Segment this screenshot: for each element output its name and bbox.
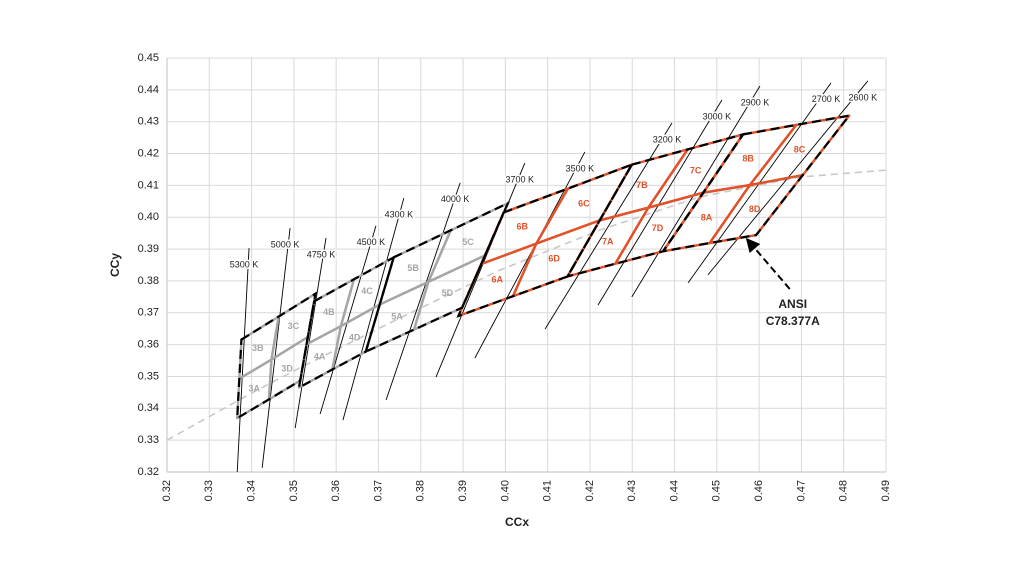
isotherm — [236, 248, 250, 473]
bin-label: 8D — [749, 204, 761, 214]
bin-label: 5C — [462, 237, 474, 247]
isotherm-label: 3200 K — [653, 134, 682, 144]
isotherm-label: 5300 K — [230, 259, 259, 269]
isotherm — [385, 182, 461, 401]
x-tick-label: 0.42 — [584, 480, 596, 501]
y-tick-label: 0.43 — [138, 116, 159, 128]
x-tick-label: 0.39 — [457, 480, 469, 501]
isotherm — [435, 162, 526, 378]
x-tick-label: 0.44 — [668, 480, 680, 501]
annotation-arrow — [745, 237, 791, 290]
y-tick-label: 0.38 — [138, 275, 159, 287]
x-tick-label: 0.49 — [880, 480, 892, 501]
bin-label: 8A — [701, 212, 713, 222]
bin-label: 4B — [323, 307, 335, 317]
planckian-locus — [166, 169, 887, 441]
y-tick-label: 0.35 — [138, 370, 159, 382]
isotherm — [474, 151, 586, 359]
isotherm — [294, 237, 327, 429]
x-tick-label: 0.43 — [626, 480, 638, 501]
y-tick-label: 0.33 — [138, 434, 159, 446]
y-tick-label: 0.45 — [138, 52, 159, 64]
y-tick-label: 0.42 — [138, 147, 159, 159]
x-tick-label: 0.47 — [795, 480, 807, 501]
bin-label: 3C — [288, 321, 300, 331]
isotherm — [631, 85, 761, 298]
y-tick-label: 0.40 — [138, 211, 159, 223]
bin-label: 4A — [314, 351, 326, 361]
bin-label: 7B — [636, 180, 648, 190]
y-tick-label: 0.36 — [138, 339, 159, 351]
x-tick-label: 0.36 — [330, 480, 342, 501]
quadrangle-boundary — [364, 200, 511, 354]
x-tick-label: 0.38 — [415, 480, 427, 501]
x-tick-label: 0.35 — [288, 480, 300, 501]
y-tick-label: 0.32 — [138, 466, 159, 478]
isotherm — [544, 122, 673, 330]
bin-label: 5D — [442, 288, 454, 298]
bin-label: 7C — [690, 165, 702, 175]
bin-label: 8C — [794, 145, 806, 155]
bin-label: 7D — [652, 223, 664, 233]
bin-label: 6D — [548, 254, 560, 264]
isotherm-label: 3000 K — [703, 111, 732, 121]
x-tick-label: 0.48 — [838, 480, 850, 501]
isotherm-label: 4500 K — [357, 237, 386, 247]
isotherm-label: 2600 K — [849, 92, 878, 102]
x-axis-title: CCx — [505, 515, 529, 529]
bin-label: 5A — [391, 311, 403, 321]
bin-label: 8B — [742, 154, 754, 164]
y-tick-label: 0.34 — [138, 402, 159, 414]
isotherm — [319, 225, 377, 415]
x-tick-label: 0.33 — [203, 480, 215, 501]
isotherm-label: 4300 K — [385, 209, 414, 219]
isotherm-label: 3700 K — [506, 174, 535, 184]
isotherm — [261, 228, 291, 468]
isotherm-label: 3500 K — [566, 163, 595, 173]
x-tick-label: 0.45 — [711, 480, 723, 501]
isotherm-label: 4000 K — [441, 194, 470, 204]
isotherm-label: 4750 K — [307, 249, 336, 259]
isotherm — [597, 99, 723, 306]
y-tick-label: 0.44 — [138, 84, 159, 96]
bin-label: 6B — [517, 222, 529, 232]
isotherm-label: 2900 K — [741, 97, 770, 107]
y-tick-label: 0.39 — [138, 243, 159, 255]
y-tick-label: 0.37 — [138, 307, 159, 319]
x-tick-label: 0.40 — [499, 480, 511, 501]
quadrangle-boundary — [456, 162, 635, 318]
y-axis-title: CCy — [108, 253, 122, 277]
bin-label: 3A — [248, 383, 260, 393]
bin-label: 5B — [407, 263, 419, 273]
x-tick-label: 0.41 — [542, 480, 554, 501]
bin-label: 7A — [602, 236, 614, 246]
bin-label: 4C — [361, 286, 373, 296]
quadrangle-boundary — [297, 255, 396, 390]
bin-label: 3B — [252, 343, 264, 353]
quadrangle-boundary — [660, 114, 852, 253]
isotherm-label: 2700 K — [812, 94, 841, 104]
bin-label: 6C — [578, 199, 590, 209]
x-tick-label: 0.32 — [161, 480, 173, 501]
isotherm-label: 5000 K — [271, 239, 300, 249]
annotation-text: C78.377A — [766, 314, 820, 328]
bin-label: 4D — [349, 332, 361, 342]
x-tick-label: 0.34 — [245, 480, 257, 501]
y-tick-label: 0.41 — [138, 179, 159, 191]
x-tick-label: 0.46 — [753, 480, 765, 501]
bin-label: 3D — [281, 364, 293, 374]
bin-label: 6A — [491, 274, 503, 284]
x-tick-label: 0.37 — [372, 480, 384, 501]
annotation-text: ANSI — [778, 297, 807, 311]
